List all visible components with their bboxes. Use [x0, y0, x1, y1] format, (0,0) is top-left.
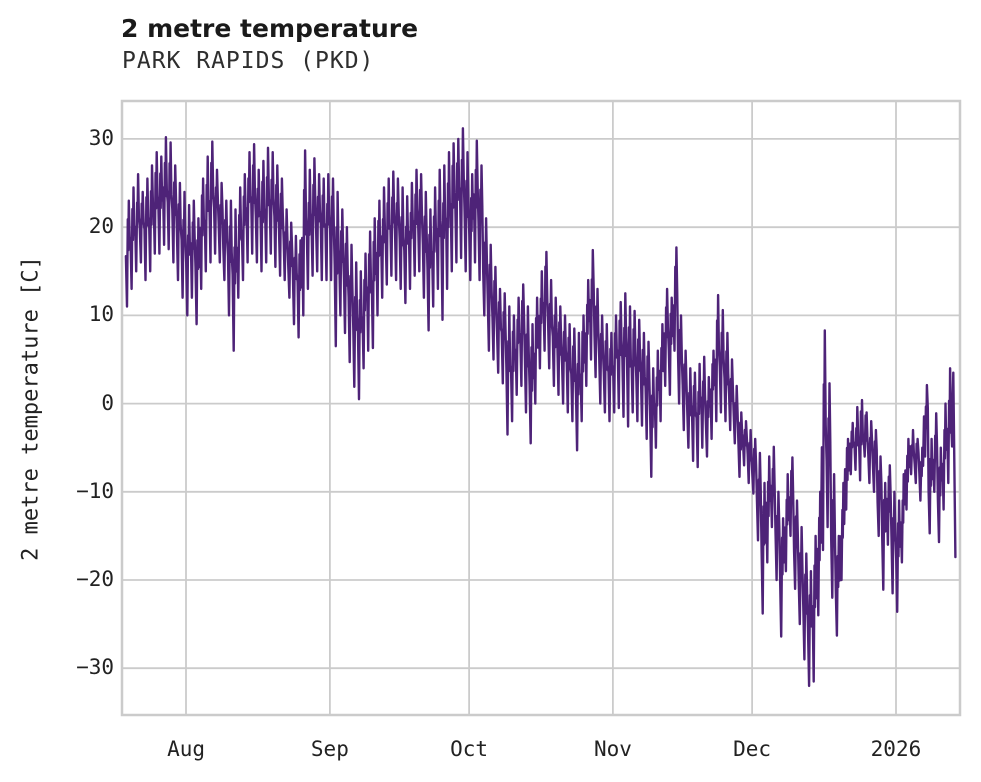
chart-title: 2 metre temperature [121, 14, 419, 43]
y-tick-label: 10 [88, 302, 114, 327]
plot-border [120, 99, 962, 717]
x-tick-label: Dec [733, 737, 772, 761]
y-tick-label: 0 [101, 390, 114, 415]
y-tick-label: −30 [76, 655, 114, 680]
chart-subtitle: PARK RAPIDS (PKD) [122, 48, 375, 74]
y-tick-label: 20 [88, 214, 114, 239]
x-tick-label: Nov [593, 737, 632, 761]
temperature-line [124, 127, 957, 688]
y-tick-label: −10 [76, 478, 114, 503]
x-tick-label: 2026 [870, 737, 922, 761]
y-tick-label: 30 [88, 125, 114, 150]
y-tick-label: −20 [76, 567, 114, 592]
x-tick-label: Aug [167, 737, 205, 761]
x-tick-label: Oct [450, 737, 489, 761]
x-tick-label: Sep [310, 737, 349, 761]
